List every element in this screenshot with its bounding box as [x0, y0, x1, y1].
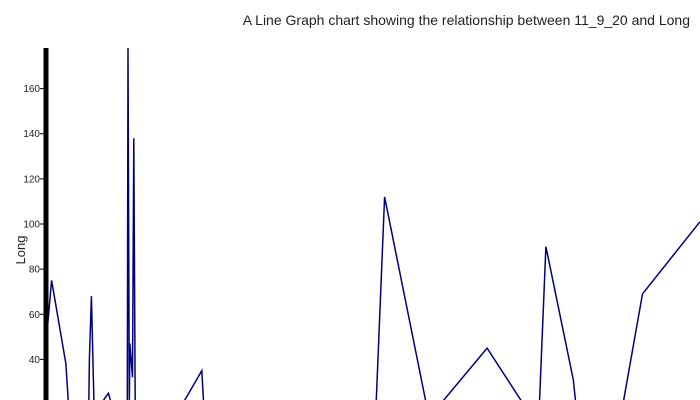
plot-area — [46, 47, 700, 400]
y-tick-label: 120 — [23, 174, 40, 185]
y-tick-label: 140 — [23, 129, 40, 140]
y-tick-label: 60 — [29, 310, 41, 321]
chart-title: A Line Graph chart showing the relations… — [243, 12, 690, 28]
series-line — [46, 47, 700, 400]
y-axis-label: Long — [13, 236, 28, 265]
y-tick-label: 40 — [29, 355, 41, 366]
y-tick-label: 160 — [23, 84, 40, 95]
y-tick-label: 80 — [29, 265, 41, 276]
y-tick-label: 100 — [23, 220, 40, 231]
y-axis-ticks: 40 60 80 100 120 140 160 — [23, 84, 46, 366]
